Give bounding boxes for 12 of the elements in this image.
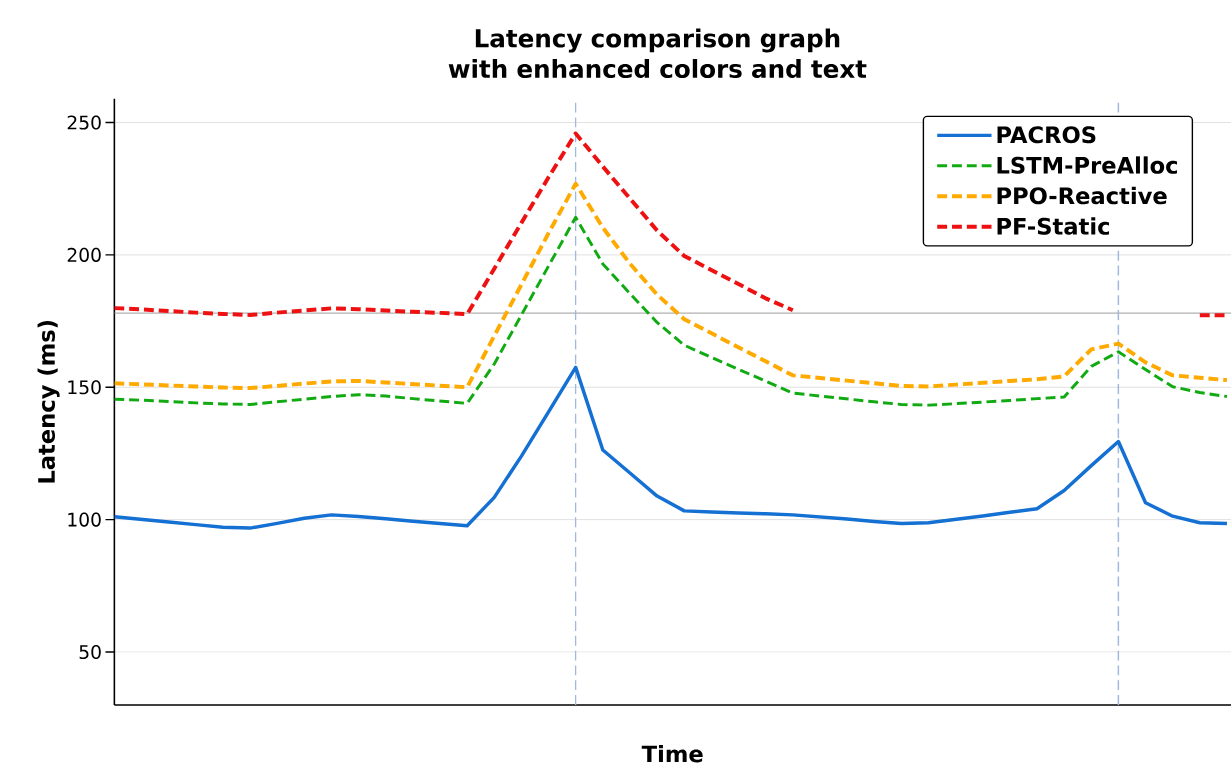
y-tick-label: 50 [79,644,101,660]
y-axis-title: Latency (ms) [37,320,60,483]
legend-label: PPO-Reactive [997,186,1167,205]
y-tick-label: 150 [68,380,101,395]
legend-label: PF-Static [997,217,1110,235]
y-tick-label: 250 [67,115,101,130]
legend-label: PACROS [997,126,1096,144]
legend-label: LSTM-PreAlloc [997,156,1178,174]
chart-title: Latency comparison graph with enhanced colors and text [448,28,867,79]
y-tick-label: 100 [68,512,101,527]
x-axis-title: Time [641,744,703,763]
y-tick-label: 200 [67,247,101,262]
